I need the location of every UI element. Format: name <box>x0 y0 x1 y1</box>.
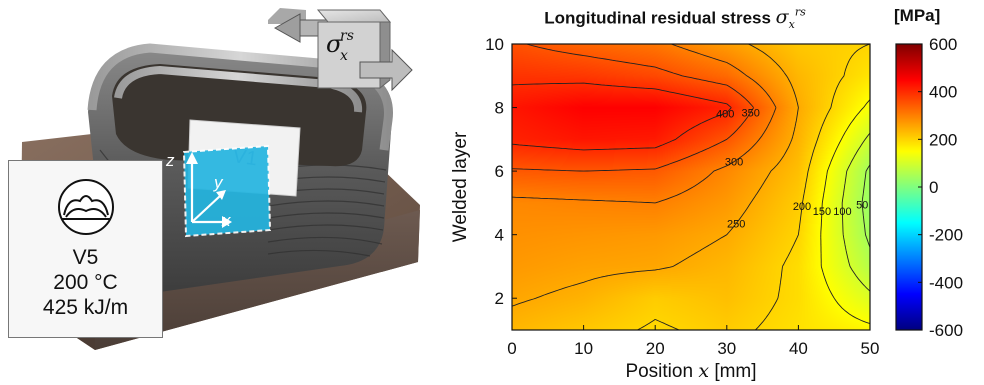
plot-frame <box>511 43 871 331</box>
measurement-region <box>182 144 272 238</box>
x-axis-label: x <box>221 211 231 230</box>
colorbar-tick-label: -400 <box>929 273 963 292</box>
temperature-label: 200 °C <box>53 271 118 294</box>
colorbar-tick-label: -200 <box>929 226 963 245</box>
contour-label-100: 100 <box>833 206 851 218</box>
colorbar-tick-label: 400 <box>929 83 957 102</box>
y-axis-label: y <box>213 173 224 192</box>
contour-line-150 <box>820 99 871 325</box>
z-axis-label: z <box>165 151 175 170</box>
x-tick-label: 50 <box>861 339 880 358</box>
x-tick-label: 30 <box>717 339 736 358</box>
x-tick-label: 10 <box>574 339 593 358</box>
contour-line-300 <box>511 43 777 204</box>
process-info-box: V5 200 °C 425 kJ/m <box>8 160 163 338</box>
colorbar <box>896 44 922 330</box>
heat-input-label: 425 kJ/m <box>42 296 129 319</box>
y-ticks: 2 4 6 8 10 <box>485 35 517 308</box>
contour-line-250 <box>511 43 799 307</box>
y-tick-label: 8 <box>495 99 504 118</box>
y-tick-label: 6 <box>495 162 504 181</box>
contour-line-400 <box>511 82 732 151</box>
contour-line-350 <box>511 43 754 172</box>
contour-label-50: 50 <box>856 199 868 211</box>
svg-text:σ: σ <box>326 30 343 58</box>
x-tick-label: 0 <box>507 339 516 358</box>
colorbar-tick-label: 600 <box>929 35 957 54</box>
contour-label-250: 250 <box>727 219 745 231</box>
x-tick-label: 40 <box>789 339 808 358</box>
colorbar-tick-label: 0 <box>929 178 938 197</box>
colorbar-unit-label: [MPa] <box>894 6 941 25</box>
contour-line-100 <box>841 132 871 292</box>
contour-label-300: 300 <box>725 157 743 169</box>
colorbar-tick-label: 200 <box>929 130 957 149</box>
variant-label: V5 <box>72 246 99 269</box>
x-axis-title: Position x [mm] <box>625 360 757 382</box>
x-tick-label: 20 <box>646 339 665 358</box>
colorbar-tick-label: -600 <box>929 321 963 340</box>
svg-text:x: x <box>340 48 348 64</box>
colorbar-ticks: 600 400 200 0 -200 -400 -600 <box>918 35 963 340</box>
y-tick-label: 4 <box>495 226 504 245</box>
stress-field-fill <box>512 44 870 330</box>
weld-bead-icon <box>57 179 114 235</box>
contour-line-200 <box>637 43 871 331</box>
y-tick-label: 2 <box>495 289 504 308</box>
contour-label-350: 350 <box>742 107 760 119</box>
contour-label-200: 200 <box>793 201 811 213</box>
stress-cube-icon: σ rs x <box>268 8 413 92</box>
chart-title: Longitudinal residual stress σxrs <box>544 6 806 32</box>
y-tick-label: 10 <box>485 35 504 54</box>
contour-label-400: 400 <box>716 108 734 120</box>
contour-label-150: 150 <box>813 206 831 218</box>
x-ticks: 0 10 20 30 40 50 <box>507 325 879 358</box>
svg-text:rs: rs <box>340 28 354 44</box>
y-axis-arrow <box>191 195 221 223</box>
